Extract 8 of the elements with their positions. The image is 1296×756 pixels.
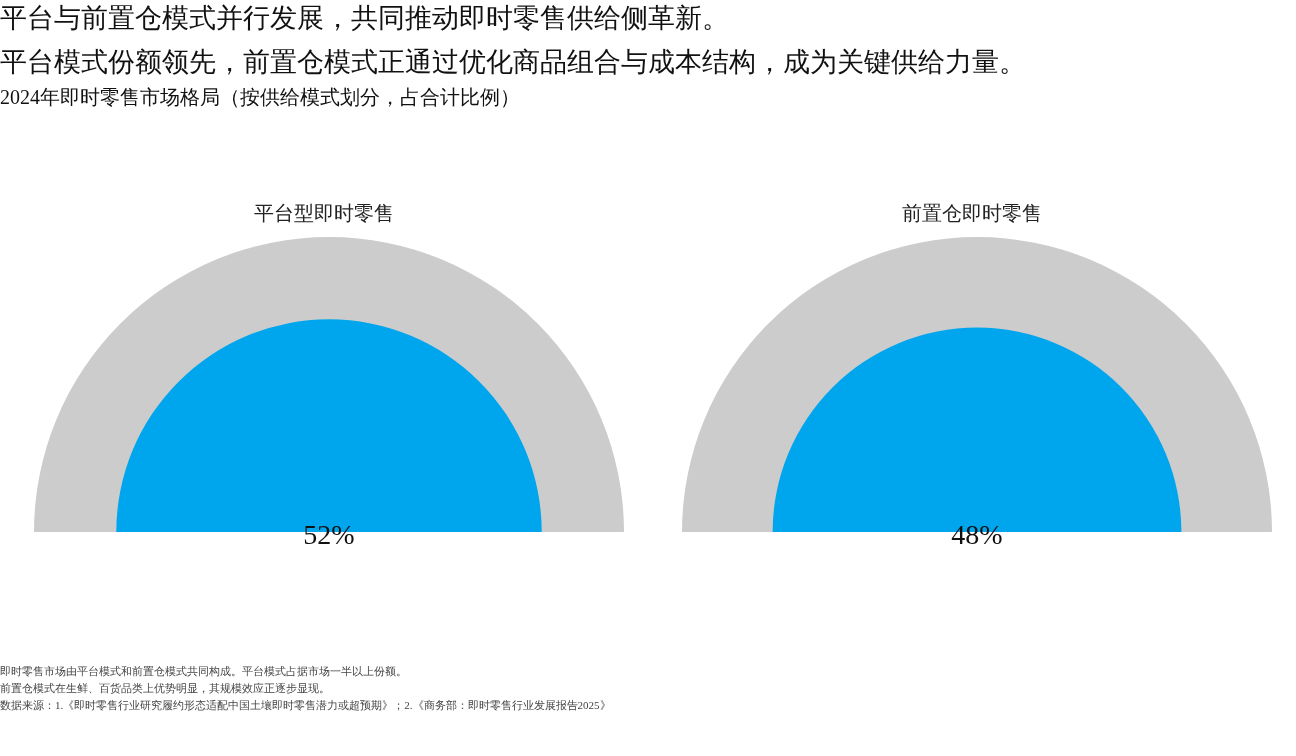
text: 2024年即时零售市场格局（按供给模式划分，占合计比例） [0,85,520,110]
category-label: 前置仓即时零售 [901,201,1043,226]
text: 前置仓模式在生鲜、百货品类上优势明显，其规模效应正逐步显现。 [0,681,330,696]
source-note: 数据来源：1.《即时零售行业研究履约形态适配中国土壤即时零售潜力或超预期》；2.《商务部：即时零售行业发展报告2025》 [0,698,611,713]
text: 平台与前置仓模式并行发展，共同推动即时零售供给侧革新。 [0,2,729,35]
category-label: 平台型即时零售 [253,201,395,226]
text: 平台模式份额领先，前置仓模式正通过优化商品组合与成本结构，成为关键供给力量。 [0,46,1026,79]
text: 即时零售市场由平台模式和前置仓模式共同构成。平台模式占据市场一半以上份额。 [0,664,407,679]
